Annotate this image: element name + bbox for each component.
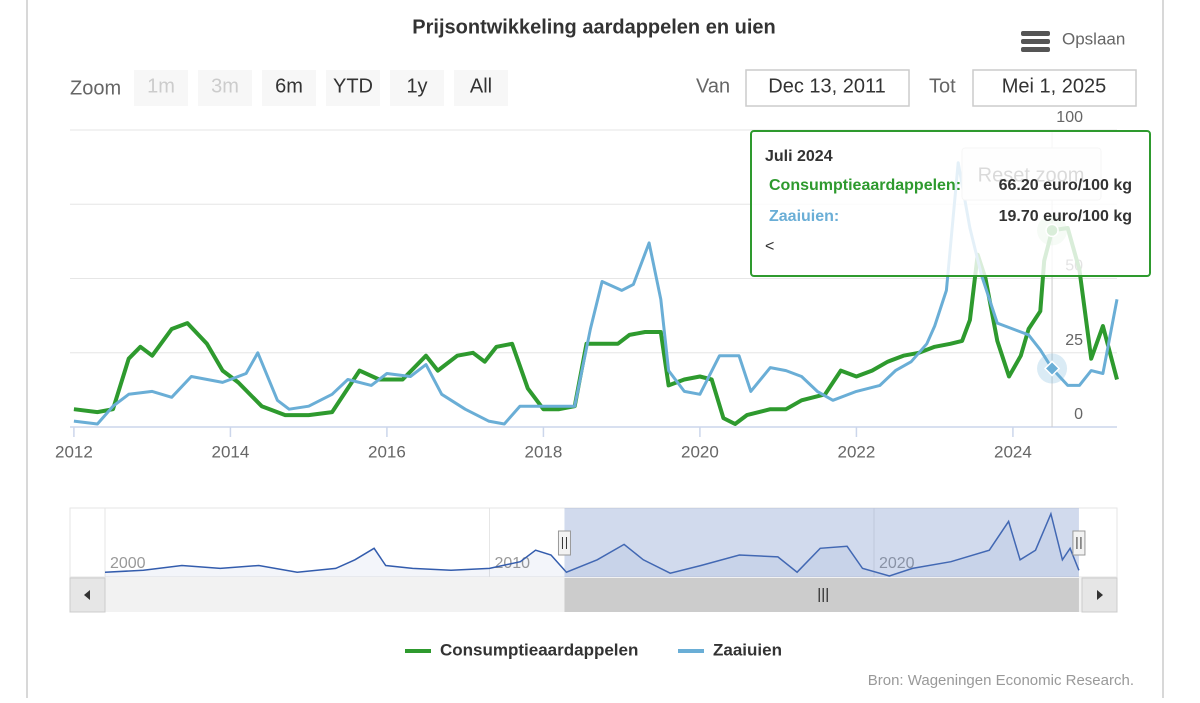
navigator: 200020102020 (69, 507, 1118, 613)
main-plot: 02550751002012201420162018202020222024Re… (55, 109, 1151, 461)
tooltip-value: 66.20 euro/100 kg (999, 177, 1132, 194)
x-tick-label: 2014 (212, 442, 250, 461)
zoom-button-label: 3m (211, 75, 239, 97)
y-tick-label: 0 (1074, 406, 1083, 423)
zoom-label: Zoom (70, 77, 121, 99)
zoom-button[interactable]: YTD (326, 70, 380, 106)
navigator-line (104, 511, 1080, 577)
zoom-button-label: YTD (333, 75, 373, 97)
x-tick-label: 2022 (838, 442, 876, 461)
zoom-button-bg (262, 70, 316, 106)
zoom-button[interactable]: 6m (262, 70, 316, 106)
x-tick-label: 2024 (994, 442, 1032, 461)
navigator-handle-body (1072, 530, 1086, 556)
zoom-button-label: 6m (275, 75, 303, 97)
from-input[interactable] (745, 69, 910, 107)
y-tick-label: 100 (1056, 109, 1083, 126)
legend: Consumptieaardappelen Zaaiuien (405, 640, 782, 659)
x-tick-label: 2020 (681, 442, 719, 461)
zoom-button[interactable]: 3m (198, 70, 252, 106)
x-tick-label: 2012 (55, 442, 93, 461)
tooltip: Juli 2024 Consumptieaardappelen: 66.20 eur… (750, 130, 1151, 277)
zoom-button-label: 1y (406, 75, 427, 97)
source: Bron: Wageningen Economic Research. (868, 672, 1134, 689)
legend-item[interactable]: Consumptieaardappelen (405, 640, 638, 659)
zoom-button[interactable]: All (454, 70, 508, 106)
chart-title: Prijsontwikkeling aardappelen en uien (412, 16, 775, 38)
menu-icon-bar (1021, 39, 1050, 44)
tooltip-value: 19.70 euro/100 kg (999, 208, 1132, 225)
zoom-button-label: 1m (147, 75, 175, 97)
tooltip-box (750, 130, 1151, 277)
y-tick-label: 25 (1065, 332, 1083, 349)
scrollbar-arrow-right (1097, 590, 1103, 600)
x-tick-label: 2016 (368, 442, 406, 461)
menu-label: Opslaan (1062, 29, 1125, 48)
to-label: Tot (929, 75, 956, 97)
zoom-button-bg (326, 70, 380, 106)
legend-label: Consumptieaardappelen (440, 640, 638, 659)
navigator-selection[interactable] (564, 508, 1079, 577)
zoom-button-bg (134, 70, 188, 106)
tooltip-series-name: Consumptieaardappelen: (769, 177, 961, 194)
zoom-button-bg (198, 70, 252, 106)
navigator-handle-body (557, 530, 571, 556)
menu-icon-bar (1021, 47, 1050, 52)
scrollbar-arrow-left (84, 590, 90, 600)
legend-label: Zaaiuien (713, 640, 782, 659)
navigator-tick-label: 2000 (110, 555, 146, 572)
zoom-button[interactable]: 1y (390, 70, 444, 106)
from-label: Van (696, 75, 730, 97)
scrollbar-thumb[interactable] (564, 578, 1079, 612)
zoom-button-label: All (470, 75, 492, 97)
hover-marker (1043, 360, 1061, 377)
to-date: Mei 1, 2025 (1002, 75, 1107, 97)
navigator-frame (69, 507, 1118, 578)
from-date: Dec 13, 2011 (768, 75, 886, 97)
zoom-button-bg (454, 70, 508, 106)
navigator-handle[interactable] (557, 530, 571, 556)
x-tick-label: 2018 (525, 442, 563, 461)
navigator-handle[interactable] (1072, 530, 1086, 556)
zoom-buttons: 1m 3m 6m YTD 1y All (134, 70, 508, 106)
menu-button[interactable]: Opslaan (1021, 29, 1125, 52)
navigator-tick-label: 2020 (879, 555, 915, 572)
tooltip-series-name: Zaaiuien: (769, 208, 839, 225)
tooltip-title: Juli 2024 (765, 148, 833, 165)
legend-item[interactable]: Zaaiuien (678, 640, 782, 659)
navigator-area (104, 513, 1079, 577)
zoom-button[interactable]: 1m (134, 70, 188, 106)
tooltip-extra: < (765, 238, 774, 255)
to-input[interactable] (972, 69, 1137, 107)
menu-icon-bar (1021, 31, 1050, 36)
zoom-button-bg (390, 70, 444, 106)
